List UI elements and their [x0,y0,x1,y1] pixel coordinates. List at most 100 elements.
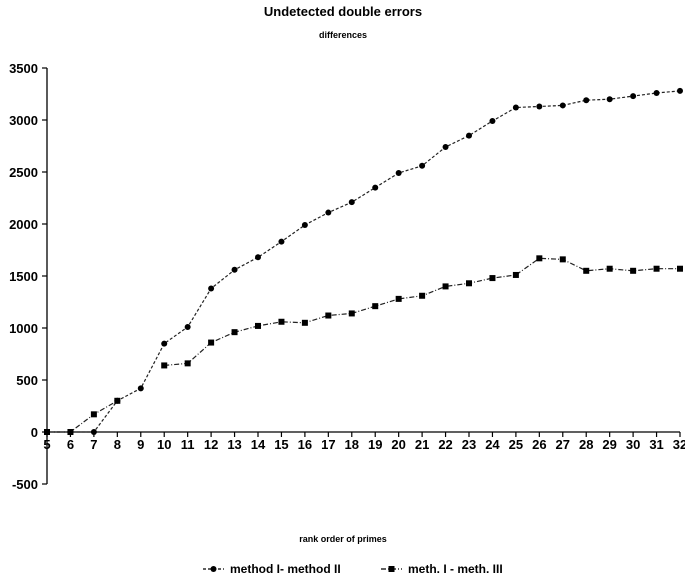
y-tick-label: 2000 [9,217,38,232]
series-2-point [419,292,426,299]
series-2-point [442,283,449,290]
series-2-point [559,256,566,263]
x-tick-label: 15 [274,437,288,452]
series-1-point [442,144,449,151]
series-layer [44,87,683,435]
legend-label: meth. I - meth. III [408,562,503,576]
series-2 [44,255,683,435]
legend-item-2: meth. I - meth. III [381,562,503,576]
series-2-point [372,303,379,310]
x-tick-label: 14 [251,437,266,452]
x-tick-label: 8 [114,437,121,452]
legend-marker [210,566,217,572]
x-tick-label: 12 [204,437,218,452]
x-tick-label: 28 [579,437,593,452]
series-2-point [301,319,308,326]
x-tick-label: 23 [462,437,476,452]
series-2-point [161,362,168,369]
series-1-point [208,285,215,292]
series-2-point [44,429,50,435]
x-tick-label: 26 [532,437,546,452]
series-1-point [536,103,543,110]
series-1-line [47,90,681,433]
x-tick-label: 16 [298,437,312,452]
series-1-point [184,323,191,330]
series-1-point [325,209,332,216]
series-2-point [606,265,613,272]
series-1-point [90,429,97,435]
series-1-point [559,102,566,109]
x-tick-label: 18 [345,437,359,452]
x-tick-label: 21 [415,437,429,452]
x-tick-label: 9 [137,437,144,452]
series-2-point [67,429,74,435]
series-1-point [512,104,519,111]
x-tick-label: 27 [556,437,570,452]
x-tick-label: 32 [673,437,685,452]
series-1-point [630,93,637,100]
series-2-point [395,295,402,302]
series-1-point [677,87,683,94]
series-2-point [114,397,121,404]
x-tick-label: 7 [90,437,97,452]
axes: 3500 3000 2500 2000 1500 1000 500 0 -500 5 6 7 8 9 10 1… [9,61,685,492]
x-tick-label: 19 [368,437,382,452]
y-tick-label: 3000 [9,113,38,128]
series-1-point [137,385,144,392]
series-2-point [512,271,519,278]
series-2-point [255,322,261,329]
series-1-point [653,89,660,96]
y-tick-label: 1500 [9,269,38,284]
series-2-point [325,312,332,319]
x-tick-label: 17 [321,437,335,452]
chart-subtitle: differences [319,30,367,40]
x-tick-label: 13 [227,437,241,452]
x-tick-label: 6 [67,437,74,452]
y-tick-label: 0 [31,425,38,440]
x-axis-label: rank order of primes [299,534,387,544]
series-2-point [583,267,590,274]
x-tick-label: 22 [438,437,452,452]
series-2-point [348,310,355,317]
series-2-point [184,360,191,367]
series-2-point [653,265,660,272]
x-tick-label: 24 [485,437,500,452]
x-tick-label: 29 [602,437,616,452]
legend-marker [388,566,395,572]
series-1-point [161,340,168,347]
y-tick-label: -500 [12,477,38,492]
series-2-point [208,339,215,346]
series-1-point [348,199,355,206]
series-2-point [536,255,543,262]
series-1 [44,87,683,435]
legend: method I- method II meth. I - meth. III [203,562,503,576]
series-1-point [419,162,426,169]
x-tick-label: 10 [157,437,171,452]
series-2-point [231,329,238,336]
series-1-point [489,118,496,125]
y-tick-label: 500 [16,373,38,388]
x-tick-label: 11 [181,437,195,452]
series-2-point [677,265,683,272]
series-1-point [466,132,472,139]
x-tick-label: 20 [391,437,405,452]
x-tick-label: 5 [43,437,50,452]
legend-label: method I- method II [230,562,341,576]
series-1-point [231,266,238,273]
series-2-point [466,280,472,287]
y-tick-label: 3500 [9,61,38,76]
series-2-point [278,318,285,325]
legend-item-1: method I- method II [203,562,341,576]
series-1-point [583,97,590,104]
x-tick-label: 30 [626,437,640,452]
series-2-line [47,257,680,433]
series-1-point [255,254,261,261]
series-1-point [301,222,308,229]
series-1-point [606,96,613,103]
x-tick-label: 31 [649,437,663,452]
series-2-point [489,275,496,282]
y-tick-label: 2500 [9,165,38,180]
series-1-point [395,170,402,177]
series-1-point [278,238,285,245]
